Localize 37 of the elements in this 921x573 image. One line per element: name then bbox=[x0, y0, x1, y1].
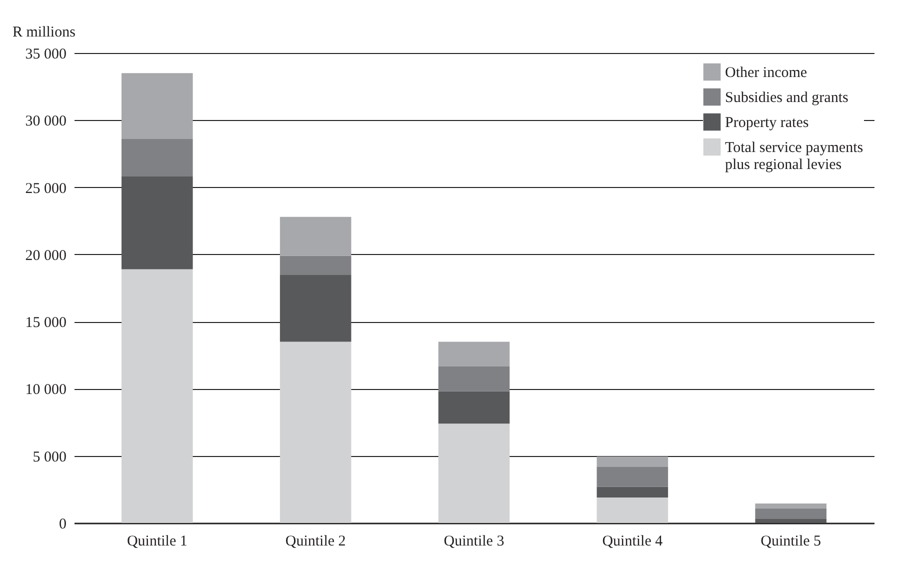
bar bbox=[280, 342, 352, 523]
y-tick-label: 20 000 bbox=[25, 248, 66, 264]
legend-label: Total service payments plus regional levies bbox=[725, 140, 864, 173]
bar bbox=[596, 466, 668, 487]
bar bbox=[755, 504, 826, 508]
bar bbox=[122, 269, 193, 523]
bar bbox=[596, 497, 668, 523]
legend-label: Other income bbox=[725, 65, 808, 81]
bar bbox=[596, 486, 668, 498]
x-tick-label: Quintile 3 bbox=[444, 534, 504, 550]
legend-label: Subsidies and grants bbox=[725, 90, 848, 106]
bar bbox=[122, 176, 193, 270]
bar bbox=[280, 216, 352, 256]
legend-label: Property rates bbox=[725, 115, 809, 131]
x-tick-label: Quintile 4 bbox=[602, 534, 664, 550]
bar bbox=[438, 366, 510, 392]
y-tick-label: 0 bbox=[59, 516, 66, 532]
y-tick-label: 15 000 bbox=[25, 315, 66, 332]
bar bbox=[280, 256, 352, 275]
y-tick-label: 35 000 bbox=[25, 46, 66, 62]
x-tick-label: Quintile 2 bbox=[285, 534, 346, 550]
bar bbox=[596, 456, 668, 467]
bar bbox=[755, 518, 826, 523]
bar bbox=[755, 508, 826, 519]
bar bbox=[122, 73, 193, 139]
bar bbox=[438, 342, 510, 367]
x-tick-label: Quintile 5 bbox=[760, 534, 822, 550]
y-tick-label: 5 000 bbox=[32, 449, 66, 466]
y-tick-label: 25 000 bbox=[25, 180, 66, 197]
y-tick-label: 30 000 bbox=[25, 114, 66, 130]
bar bbox=[438, 424, 510, 523]
bar bbox=[438, 391, 510, 424]
y-axis-title: R millions bbox=[12, 24, 76, 40]
bar bbox=[280, 274, 352, 342]
bar bbox=[122, 138, 193, 177]
x-tick-label: Quintile 1 bbox=[126, 534, 188, 550]
y-tick-label: 10 000 bbox=[25, 382, 66, 398]
